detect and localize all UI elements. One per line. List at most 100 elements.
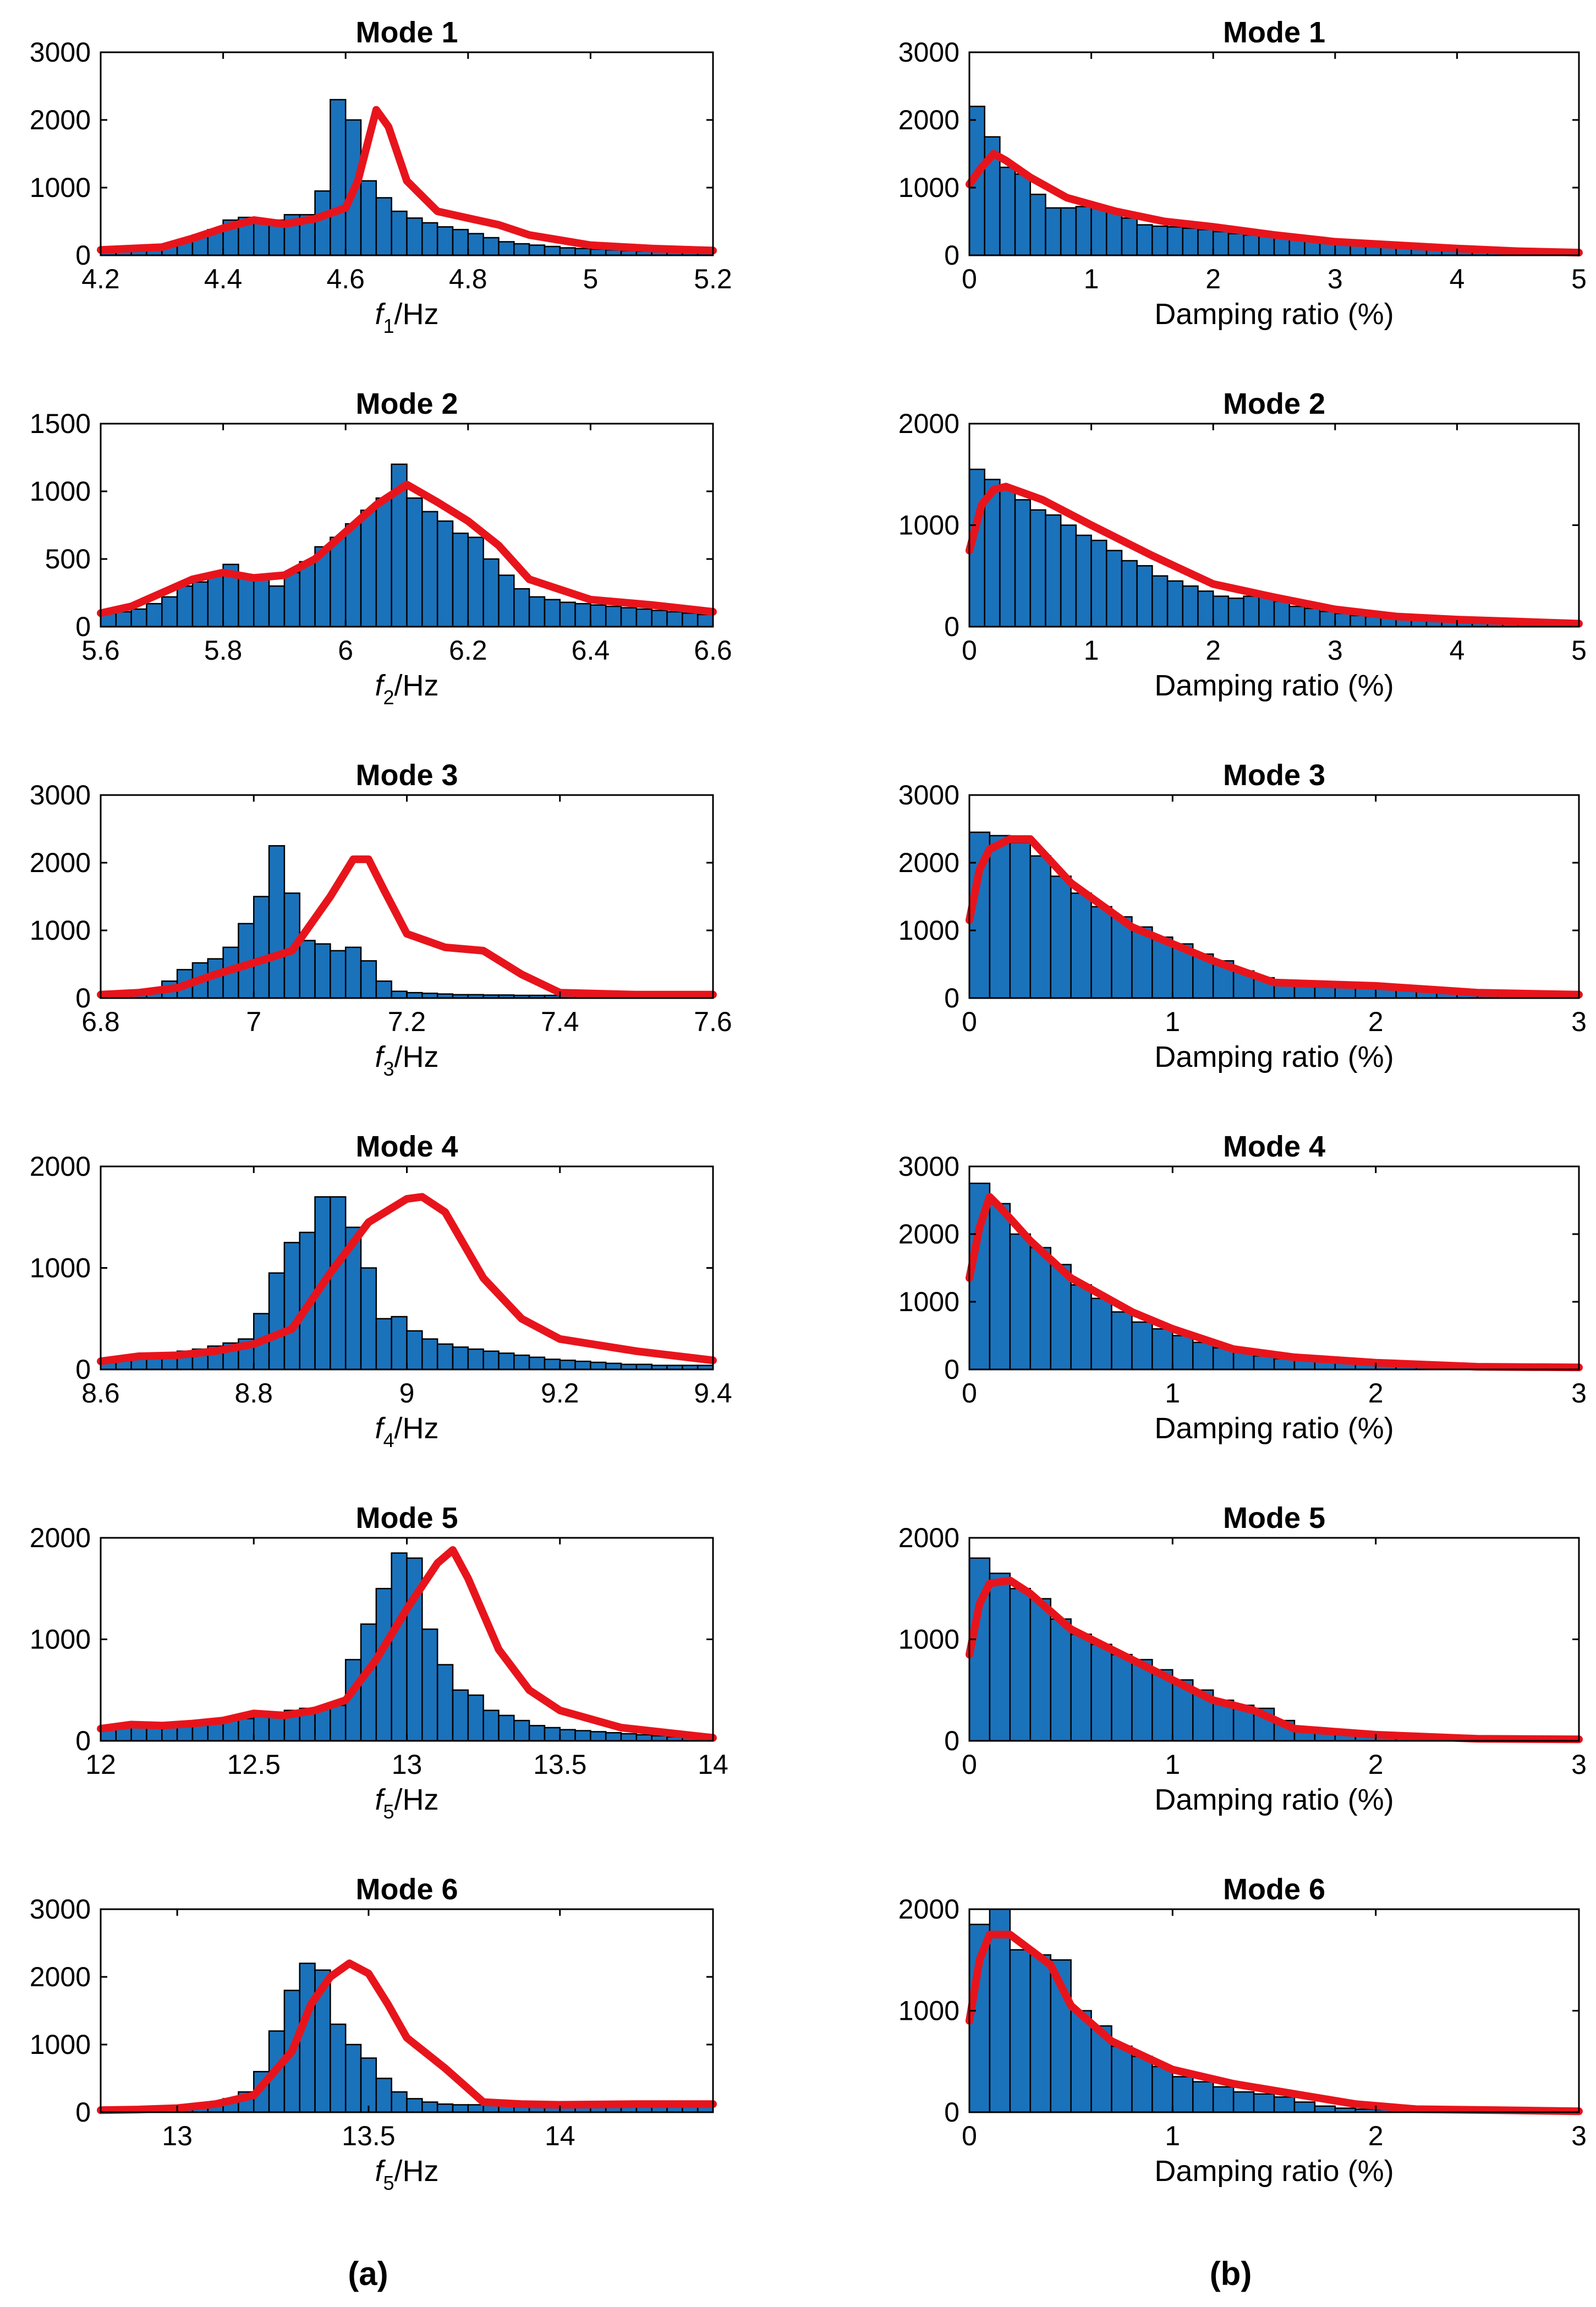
y-tick-label: 1000 <box>898 172 959 203</box>
axes-box <box>968 51 1580 256</box>
density-fit-line <box>97 1546 717 1742</box>
y-tick-label: 3000 <box>898 37 959 68</box>
histogram-bar <box>498 1352 515 1371</box>
histogram-bar <box>1060 207 1077 256</box>
histogram-bar <box>375 497 392 628</box>
x-tick-label: 0 <box>962 1378 977 1409</box>
histogram-bar <box>176 585 194 628</box>
histogram-bar <box>513 1354 530 1371</box>
y-tick-label: 1500 <box>30 408 91 439</box>
histogram-bar <box>421 2101 438 2113</box>
histogram-bar <box>1182 585 1199 628</box>
histogram-bar <box>605 1362 622 1371</box>
histogram-bar <box>1090 1297 1112 1371</box>
y-tick-label: 0 <box>75 983 91 1013</box>
histogram-bar <box>635 608 652 628</box>
histogram-bar <box>436 1664 454 1742</box>
histogram-bar <box>1029 1247 1051 1371</box>
chart-title: Mode 2 <box>1223 387 1325 420</box>
histogram-bar <box>375 1588 392 1742</box>
histogram-bar <box>1050 875 1072 999</box>
histogram-bar <box>1131 1659 1153 1742</box>
y-tick-label: 0 <box>944 2097 959 2128</box>
histogram-bar <box>268 585 286 628</box>
x-axis-label-subscript: 4 <box>383 1429 394 1451</box>
density-fit-line <box>97 855 717 999</box>
y-tick-label: 0 <box>75 2097 91 2128</box>
x-tick-label: 4.2 <box>81 264 120 294</box>
histogram-bar <box>1029 1954 1051 2113</box>
histogram-bar <box>467 233 484 256</box>
histogram-bar <box>498 574 515 628</box>
histogram-bar <box>330 1196 347 1371</box>
histogram-bar <box>989 1908 1011 2113</box>
histogram-bar <box>1009 1233 1032 1371</box>
histogram-bar <box>452 533 469 628</box>
histogram-bar <box>1273 2096 1296 2113</box>
chart-mode-2-damping: 0 1 2 3 4 5 0 1000 2000 Mode 2 Damping ratio (%) <box>898 387 1587 702</box>
chart-title: Mode 4 <box>1223 1130 1325 1163</box>
histogram-bar <box>1106 210 1123 256</box>
histogram-bar <box>238 1718 255 1742</box>
chart-mode-2-frequency: 5.6 5.8 6 6.2 6.4 6.6 0 500 1000 1500 Mode 2 f2/Hz <box>30 387 732 709</box>
y-tick-label: 1000 <box>898 510 959 541</box>
histogram-bar <box>574 1730 591 1742</box>
chart-mode-1-damping: 0 1 2 3 4 5 0 1000 2000 3000 Mode 1 Damping ratio (… <box>898 16 1587 331</box>
y-tick-label: 2000 <box>30 847 91 878</box>
histogram-bar <box>590 1361 607 1371</box>
histogram-bar <box>130 608 147 628</box>
histogram-bar <box>605 605 622 628</box>
histogram-bar <box>238 574 255 628</box>
x-axis-label: Damping ratio (%) <box>1154 1412 1394 1445</box>
y-tick-label: 0 <box>75 240 91 271</box>
histogram-bar <box>590 604 607 628</box>
histogram-bar <box>1288 239 1306 256</box>
y-tick-label: 2000 <box>898 1522 959 1553</box>
density-fit-line <box>966 835 1583 999</box>
y-tick-label: 2000 <box>898 105 959 135</box>
chart-title: Mode 4 <box>355 1130 458 1163</box>
histogram-bar <box>421 1628 438 1742</box>
x-tick-label: 4.8 <box>449 264 487 294</box>
histogram-bar <box>1111 1311 1133 1371</box>
histogram-bar <box>467 1694 484 1742</box>
histogram-bar <box>666 611 683 628</box>
histogram-bar <box>467 536 484 628</box>
histogram-bar <box>1243 234 1260 256</box>
x-tick-label: 7.6 <box>694 1006 732 1037</box>
x-tick-label: 5.6 <box>81 635 120 666</box>
x-axis-label: Damping ratio (%) <box>1154 669 1394 702</box>
histogram-bar <box>528 244 546 256</box>
histogram-bar <box>1319 611 1336 628</box>
y-tick-label: 500 <box>45 544 91 574</box>
histogram-bar <box>191 581 209 628</box>
histogram-bar <box>544 1727 561 1742</box>
histogram-bar <box>1334 612 1351 628</box>
histogram-bar <box>1182 227 1199 256</box>
histogram-bar <box>1009 1588 1032 1742</box>
histogram-bar <box>253 896 270 999</box>
histogram-bar <box>1243 595 1260 628</box>
axes-box <box>968 794 1580 999</box>
histogram-bar <box>1121 560 1138 628</box>
x-tick-label: 9.4 <box>694 1378 732 1409</box>
histogram-bar <box>1136 224 1153 256</box>
x-tick-label: 0 <box>962 1006 977 1037</box>
y-tick-label: 1000 <box>30 1624 91 1655</box>
histogram-bar <box>528 1725 546 1742</box>
x-tick-label: 7.4 <box>541 1006 579 1037</box>
x-tick-label: 1 <box>1165 2120 1180 2151</box>
x-tick-label: 9.2 <box>541 1378 579 1409</box>
x-tick-label: 13.5 <box>533 1749 586 1780</box>
chart-title: Mode 6 <box>1223 1873 1325 1906</box>
histogram-bar <box>1172 1335 1194 1371</box>
x-axis-label-unit: /Hz <box>394 1412 439 1445</box>
histogram-bar <box>344 523 362 628</box>
histogram-bar <box>314 943 331 999</box>
histogram-bar <box>330 98 347 256</box>
histogram-bar <box>498 1714 515 1742</box>
chart-title: Mode 1 <box>355 16 458 49</box>
histogram-bar <box>1029 509 1046 628</box>
x-tick-label: 3 <box>1571 1749 1587 1780</box>
x-axis-label-subscript: 2 <box>383 686 394 709</box>
